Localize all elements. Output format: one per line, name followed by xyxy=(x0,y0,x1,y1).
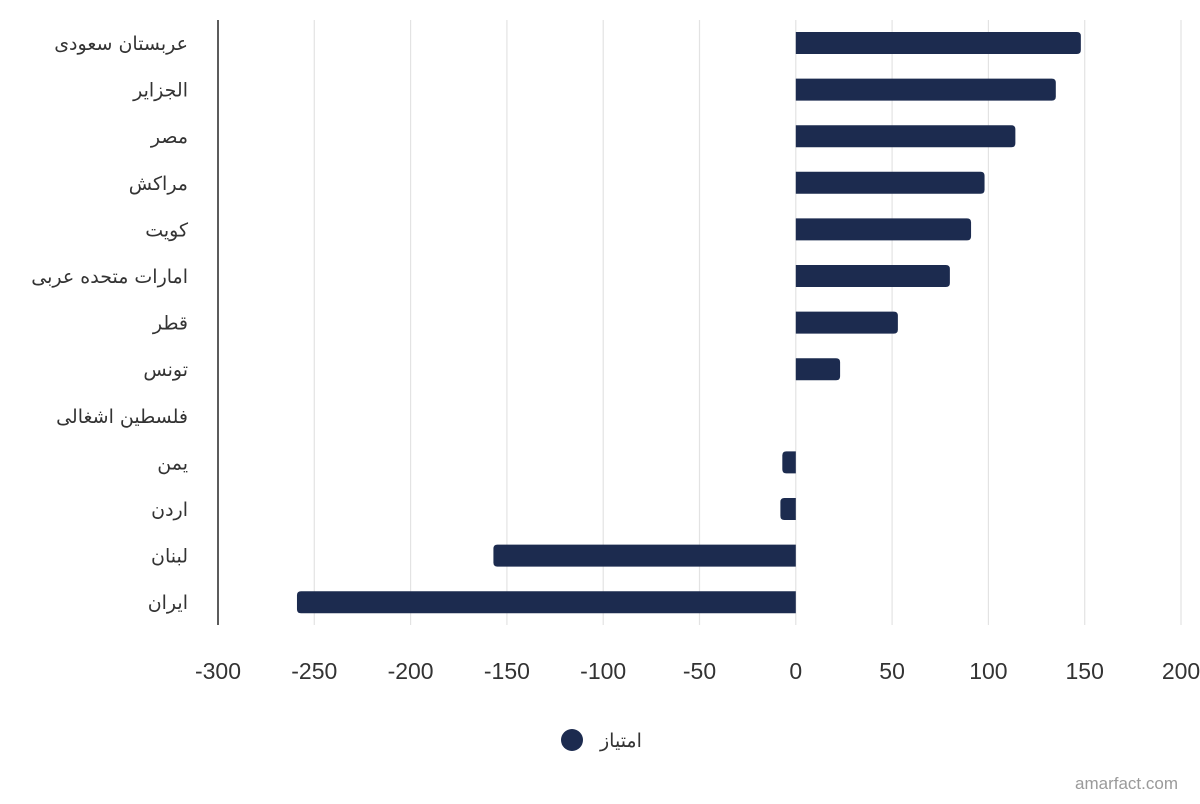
gridlines xyxy=(313,20,1182,625)
legend-marker xyxy=(561,729,583,751)
category-label: قطر xyxy=(152,313,188,335)
x-tick-label: 200 xyxy=(1162,658,1200,684)
x-tick-label: -50 xyxy=(683,658,716,684)
category-label: کویت xyxy=(145,219,189,241)
x-tick-label: 100 xyxy=(969,658,1007,684)
bar xyxy=(795,218,972,241)
bar xyxy=(795,311,898,334)
category-labels: عربستان سعودی الجزایر مصر مراکش کویت امارات م… xyxy=(31,33,189,614)
bar xyxy=(795,358,841,381)
x-tick-label: 50 xyxy=(879,658,905,684)
bar xyxy=(795,265,950,287)
x-tick-label: 150 xyxy=(1066,658,1104,684)
category-label: الجزایر xyxy=(132,80,188,102)
category-label: یمن xyxy=(157,452,188,474)
x-tick-labels: -300 -250 -200 -150 -100 -50 0 50 100 150 200 xyxy=(195,658,1200,684)
x-tick-label: 0 xyxy=(789,658,802,684)
bar xyxy=(795,125,1016,148)
bars xyxy=(296,32,1081,614)
x-tick-label: -100 xyxy=(580,658,626,684)
bar xyxy=(782,451,796,474)
category-label: اردن xyxy=(151,499,188,521)
bar xyxy=(795,171,985,194)
category-label: لبنان xyxy=(151,546,188,568)
category-label: فلسطین اشغالی xyxy=(56,406,188,428)
category-label: عربستان سعودی xyxy=(54,33,188,55)
bar xyxy=(795,78,1056,101)
x-tick-label: -250 xyxy=(291,658,337,684)
bar xyxy=(296,591,796,614)
category-label: ایران xyxy=(148,592,188,614)
category-label: مراکش xyxy=(129,173,188,195)
legend-label: امتیاز xyxy=(599,730,642,752)
watermark: amarfact.com xyxy=(1075,774,1178,793)
legend: امتیاز xyxy=(561,729,642,752)
bar xyxy=(780,498,796,520)
bar xyxy=(493,544,796,567)
x-tick-label: -150 xyxy=(484,658,530,684)
category-label: امارات متحده عربی xyxy=(31,266,188,288)
bar xyxy=(795,32,1081,54)
x-tick-label: -300 xyxy=(195,658,241,684)
category-label: تونس xyxy=(143,359,188,381)
category-label: مصر xyxy=(150,126,188,148)
x-tick-label: -200 xyxy=(388,658,434,684)
